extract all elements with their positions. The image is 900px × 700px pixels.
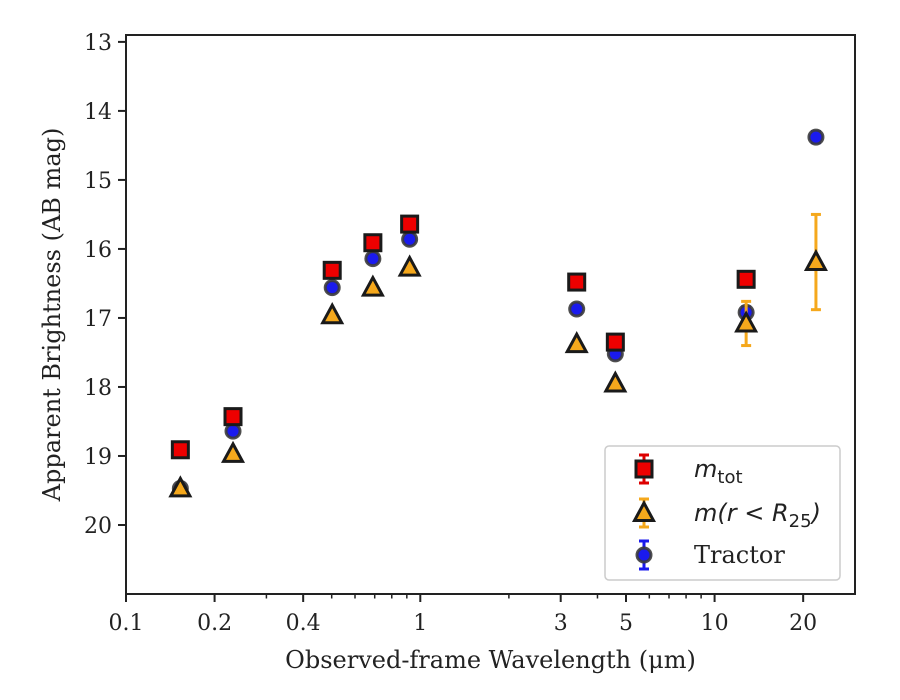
x-axis-label: Observed-frame Wavelength (μm) [285, 646, 696, 674]
data-points [168, 128, 828, 498]
data-point-triangle [320, 302, 345, 325]
y-tick-label: 14 [84, 100, 112, 125]
plot-frame [125, 34, 856, 595]
data-point-circle [807, 128, 825, 146]
legend-marker-circle [635, 546, 653, 564]
data-point-triangle [397, 254, 422, 277]
legend-label: Tractor [694, 541, 785, 569]
legend: mtot m(r < R25) Tractor [604, 445, 841, 581]
data-point-triangle [220, 440, 246, 463]
y-tick-label: 20 [84, 514, 112, 539]
data-point-triangle [734, 310, 759, 333]
data-point-triangle [603, 370, 628, 393]
x-tick-label: 10 [701, 611, 729, 636]
x-tick-label: 20 [789, 611, 817, 636]
data-point-circle [224, 422, 242, 440]
x-tick-label: 5 [619, 611, 633, 636]
data-point-triangle [168, 475, 193, 498]
legend-entry: mtot [634, 453, 743, 488]
y-axis-label: Apparent Brightness (AB mag) [38, 128, 66, 503]
data-point-square [605, 332, 625, 352]
series-triangle [168, 212, 828, 498]
data-point-circle [401, 230, 419, 248]
legend-label: mtot [694, 455, 743, 488]
data-point-square [223, 407, 243, 427]
x-tick-label: 0.1 [109, 611, 144, 636]
y-tick-label: 18 [84, 376, 112, 401]
y-tick-label: 13 [84, 31, 112, 56]
y-tick-label: 15 [84, 169, 112, 194]
legend-entry: m(r < R25) [631, 497, 821, 532]
y-tick-label: 16 [84, 238, 112, 263]
data-point-square [567, 272, 587, 292]
legend-marker-square [634, 459, 654, 479]
y-tick-label: 17 [84, 307, 112, 332]
data-point-square [363, 233, 383, 253]
y-tick-label: 19 [84, 445, 112, 470]
series-square [170, 214, 756, 460]
x-tick-label: 3 [554, 611, 568, 636]
data-point-triangle [564, 331, 589, 354]
x-tick-label: 0.2 [197, 611, 232, 636]
data-point-circle [323, 279, 341, 297]
legend-box [604, 445, 841, 581]
data-point-circle [568, 300, 586, 318]
data-point-circle [364, 250, 382, 268]
legend-label: m(r < R25) [694, 499, 821, 532]
data-point-triangle [360, 274, 385, 297]
data-point-square [170, 440, 190, 460]
data-point-square [736, 269, 756, 289]
x-tick-label: 1 [413, 611, 427, 636]
data-point-square [400, 214, 420, 234]
axes [125, 34, 856, 595]
series-circle [171, 128, 825, 497]
data-point-square [322, 260, 342, 280]
legend-marker-triangle [631, 499, 657, 522]
data-point-triangle [803, 248, 828, 272]
legend-entry: Tractor [635, 539, 785, 571]
x-tick-label: 0.4 [286, 611, 321, 636]
